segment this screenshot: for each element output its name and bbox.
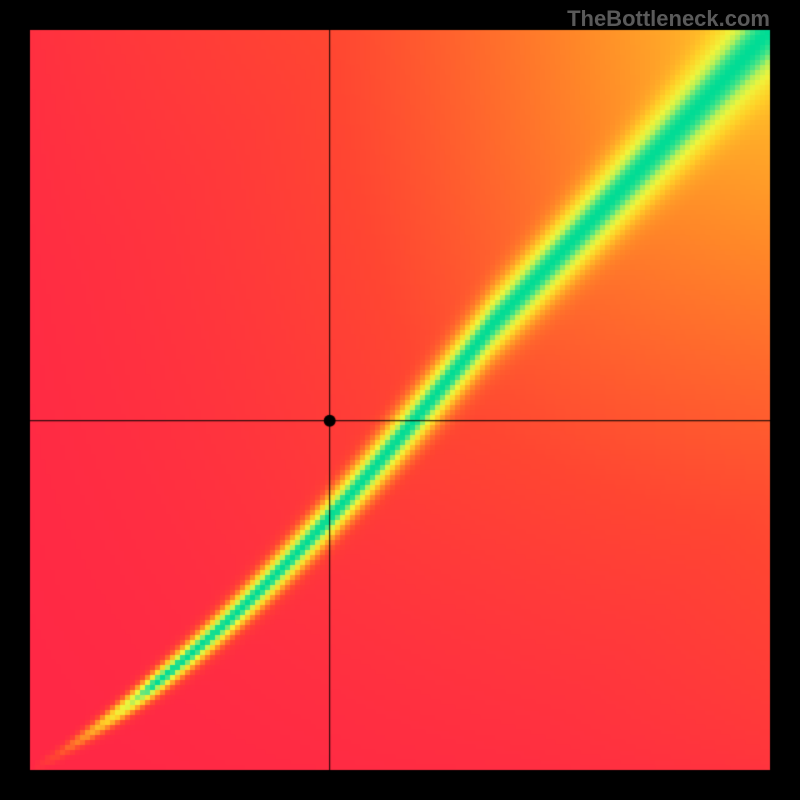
chart-container: TheBottleneck.com [0,0,800,800]
bottleneck-heatmap [0,0,800,800]
watermark-text: TheBottleneck.com [567,6,770,32]
